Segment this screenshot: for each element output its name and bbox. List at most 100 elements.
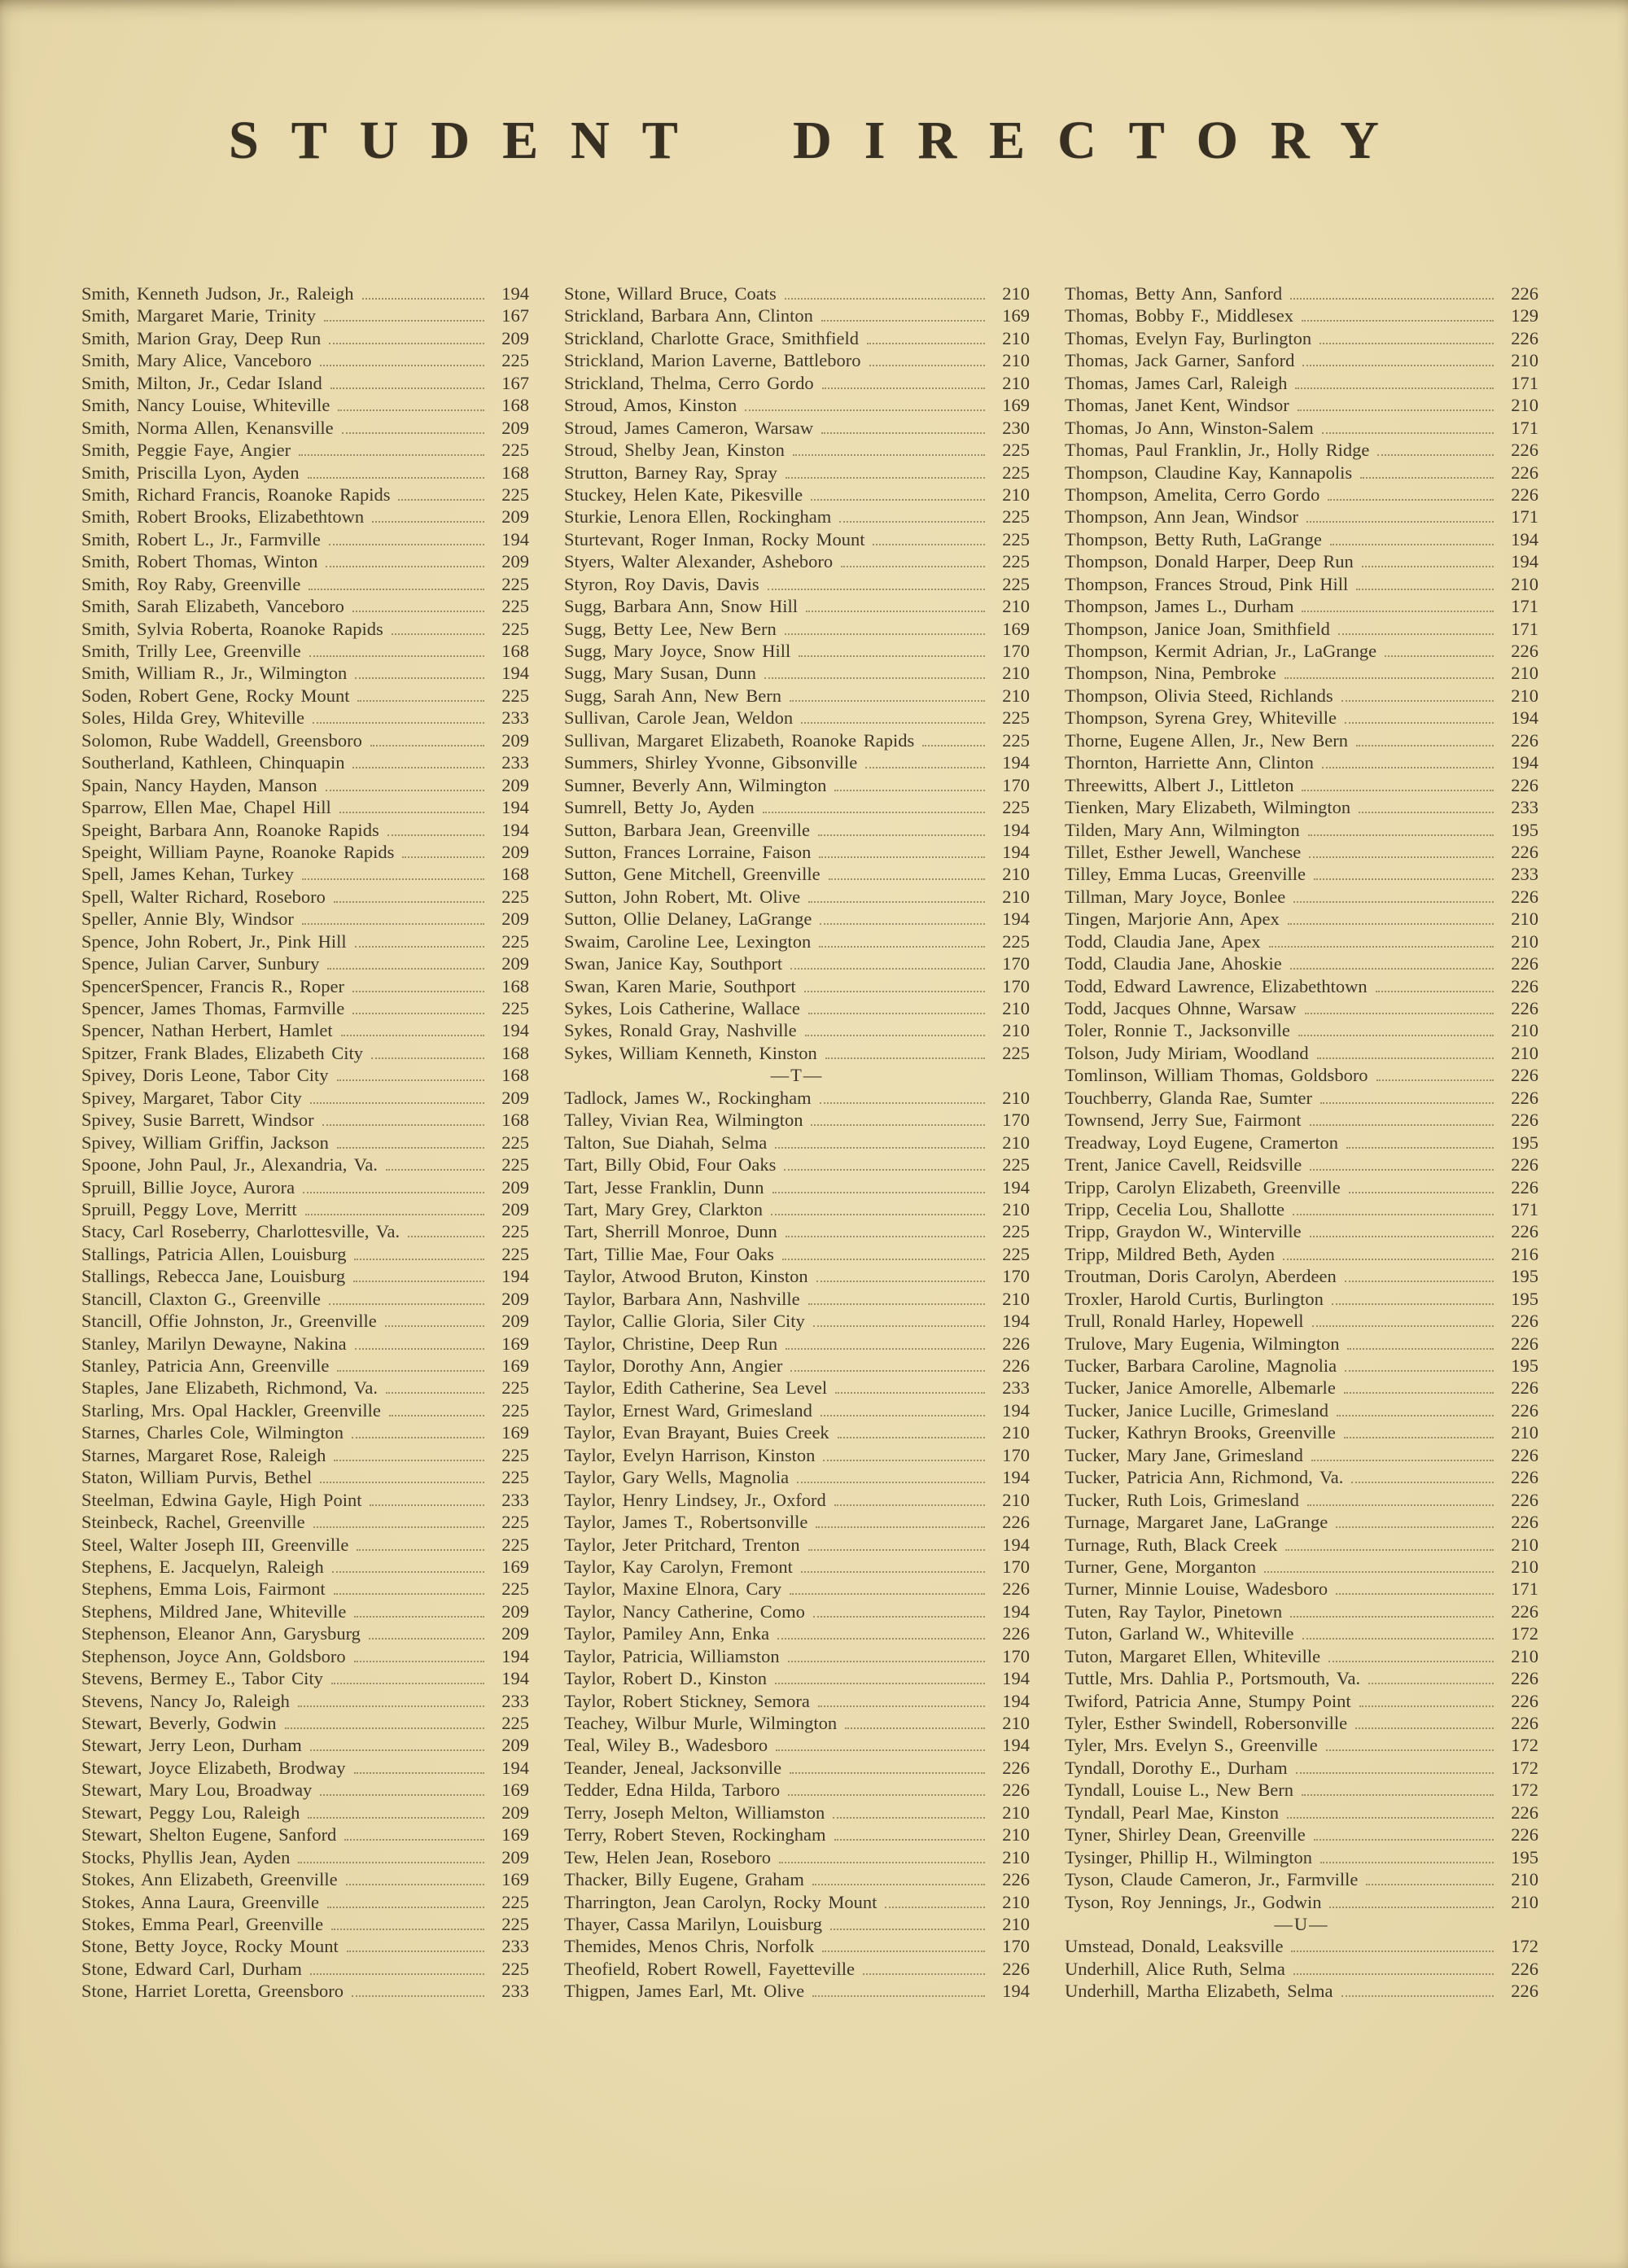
entry-name: Smith, Roy Raby, Greenville [81, 573, 301, 594]
entry-name: Sutton, Barbara Jean, Greenville [564, 819, 811, 840]
dot-leader [834, 1838, 985, 1841]
entry-page-number: 169 [501, 1869, 529, 1890]
entry-page-number: 233 [1002, 1377, 1030, 1399]
entry-page-number: 225 [501, 440, 529, 461]
entry-page-number: 172 [1511, 1735, 1538, 1756]
entry-page-number: 210 [1002, 1288, 1030, 1309]
entry-page-number: 226 [1511, 975, 1538, 996]
dot-leader [303, 1191, 484, 1193]
directory-entry: Stewart, Joyce Elizabeth, Brodway 194 [81, 1757, 529, 1779]
entry-name: Umstead, Donald, Leaksville [1065, 1936, 1284, 1957]
entry-name: Taylor, Evan Brayant, Buies Creek [564, 1422, 829, 1443]
entry-name: Todd, Edward Lawrence, Elizabethtown [1065, 975, 1368, 996]
entry-name: Strickland, Charlotte Grace, Smithfield [564, 327, 860, 348]
directory-entry: Tillet, Esther Jewell, Wanchese 226 [1065, 841, 1538, 863]
entry-page-number: 210 [1002, 350, 1030, 371]
entry-page-number: 210 [1511, 1020, 1538, 1041]
entry-page-number: 209 [501, 551, 529, 572]
entry-name: Theofield, Robert Rowell, Fayetteville [564, 1958, 856, 1979]
entry-page-number: 226 [1511, 1512, 1538, 1533]
directory-entry: Spivey, Doris Leone, Tabor City 168 [81, 1064, 529, 1086]
entry-page-number: 216 [1511, 1243, 1538, 1264]
entry-page-number: 169 [501, 1422, 529, 1443]
entry-page-number: 209 [501, 1846, 529, 1867]
directory-entry: Steel, Walter Joseph III, Greenville 225 [81, 1534, 529, 1556]
entry-name: Spell, Walter Richard, Roseboro [81, 886, 326, 907]
entry-page-number: 225 [501, 350, 529, 371]
entry-page-number: 210 [1002, 663, 1030, 684]
entry-page-number: 226 [1511, 953, 1538, 974]
entry-name: Tucker, Kathryn Brooks, Greenville [1065, 1422, 1336, 1443]
directory-entry: Taylor, Callie Gloria, Siler City 194 [564, 1310, 1030, 1332]
entry-name: Smith, Milton, Jr., Cedar Island [81, 372, 322, 393]
directory-entry: Stone, Willard Bruce, Coats 210 [564, 282, 1030, 304]
entry-name: Speller, Annie Bly, Windsor [81, 909, 294, 930]
entry-page-number: 194 [1002, 1668, 1030, 1689]
directory-entry: Terry, Joseph Melton, Williamston 210 [564, 1802, 1030, 1824]
directory-entry: Smith, Mary Alice, Vanceboro 225 [81, 349, 529, 371]
entry-name: Taylor, Pamiley Ann, Enka [564, 1623, 770, 1644]
entry-page-number: 169 [1002, 395, 1030, 416]
directory-entry: Thompson, Olivia Steed, Richlands 210 [1065, 685, 1538, 707]
dot-leader [301, 878, 484, 881]
dot-leader [1282, 1258, 1494, 1260]
entry-page-number: 225 [501, 1913, 529, 1934]
dot-leader [775, 1682, 985, 1685]
directory-entry: Sugg, Betty Lee, New Bern 169 [564, 618, 1030, 640]
entry-page-number: 170 [1002, 1556, 1030, 1577]
entry-name: Tyson, Roy Jennings, Jr., Godwin [1065, 1891, 1322, 1912]
directory-entry: Tadlock, James W., Rockingham 210 [564, 1087, 1030, 1109]
dot-leader [807, 1303, 985, 1305]
entry-name: Spencer, James Thomas, Farmville [81, 998, 345, 1018]
dot-leader [408, 1235, 484, 1238]
directory-entry: Todd, Claudia Jane, Apex 210 [1065, 930, 1538, 952]
entry-name: Taylor, Robert D., Kinston [564, 1668, 767, 1689]
directory-entry: Spivey, William Griffin, Jackson 225 [81, 1132, 529, 1154]
directory-entry: Turner, Minnie Louise, Wadesboro 171 [1065, 1578, 1538, 1600]
dot-leader [1331, 1303, 1494, 1305]
entry-page-number: 225 [1002, 462, 1030, 483]
dot-leader [309, 1101, 484, 1104]
directory-entry: Stewart, Peggy Lou, Raleigh 209 [81, 1802, 529, 1824]
dot-leader [333, 900, 484, 903]
dot-leader [1341, 699, 1494, 702]
directory-entry: Theofield, Robert Rowell, Fayetteville 22… [564, 1958, 1030, 1980]
entry-page-number: 194 [1002, 1981, 1030, 2002]
directory-entry: Smith, Margaret Marie, Trinity 167 [81, 304, 529, 326]
directory-entry: Tew, Helen Jean, Roseboro 210 [564, 1846, 1030, 1868]
dot-leader [354, 1615, 484, 1618]
entry-name: Todd, Claudia Jane, Apex [1065, 930, 1261, 952]
dot-leader [354, 945, 484, 948]
directory-entry: Stewart, Jerry Leon, Durham 209 [81, 1734, 529, 1756]
directory-entry: Tart, Mary Grey, Clarkton 210 [564, 1198, 1030, 1220]
entry-page-number: 170 [1002, 774, 1030, 795]
entry-name: Soles, Hilda Grey, Whiteville [81, 707, 304, 729]
entry-page-number: 225 [1002, 707, 1030, 729]
entry-name: Thompson, James L., Durham [1065, 596, 1294, 617]
directory-entry: Stokes, Ann Elizabeth, Greenville 169 [81, 1868, 529, 1890]
dot-leader [834, 789, 985, 791]
directory-entry: Smith, Nancy Louise, Whiteville 168 [81, 394, 529, 416]
dot-leader [352, 1994, 484, 1998]
directory-entry: Tart, Billy Obid, Four Oaks 225 [564, 1154, 1030, 1176]
directory-entry: Styron, Roy Davis, Davis 225 [564, 573, 1030, 595]
dot-leader [284, 1727, 484, 1729]
dot-leader [812, 1615, 985, 1618]
directory-entry: Sturkie, Lenora Ellen, Rockingham 225 [564, 506, 1030, 528]
entry-name: Stephens, Mildred Jane, Whiteville [81, 1600, 347, 1622]
entry-page-number: 226 [1511, 886, 1538, 907]
entry-page-number: 225 [501, 1534, 529, 1555]
entry-page-number: 226 [1511, 841, 1538, 862]
dot-leader [1319, 342, 1494, 344]
entry-name: Stephenson, Eleanor Ann, Garysburg [81, 1623, 361, 1644]
dot-leader [790, 1369, 985, 1372]
dot-leader [327, 967, 484, 970]
dot-leader [299, 453, 484, 457]
dot-leader [329, 342, 484, 344]
entry-name: Smith, Sylvia Roberta, Roanoke Rapids [81, 618, 383, 639]
entry-name: Stewart, Shelton Eugene, Sanford [81, 1824, 337, 1845]
entry-name: Stevens, Nancy Jo, Raleigh [81, 1690, 290, 1711]
entry-page-number: 225 [1002, 1042, 1030, 1063]
entry-page-number: 210 [1002, 998, 1030, 1018]
directory-entry: Strickland, Barbara Ann, Clinton 169 [564, 304, 1030, 326]
